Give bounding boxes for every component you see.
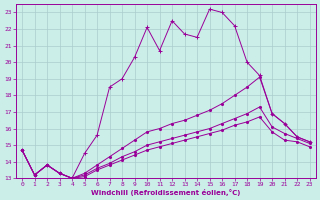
X-axis label: Windchill (Refroidissement éolien,°C): Windchill (Refroidissement éolien,°C)	[91, 189, 241, 196]
